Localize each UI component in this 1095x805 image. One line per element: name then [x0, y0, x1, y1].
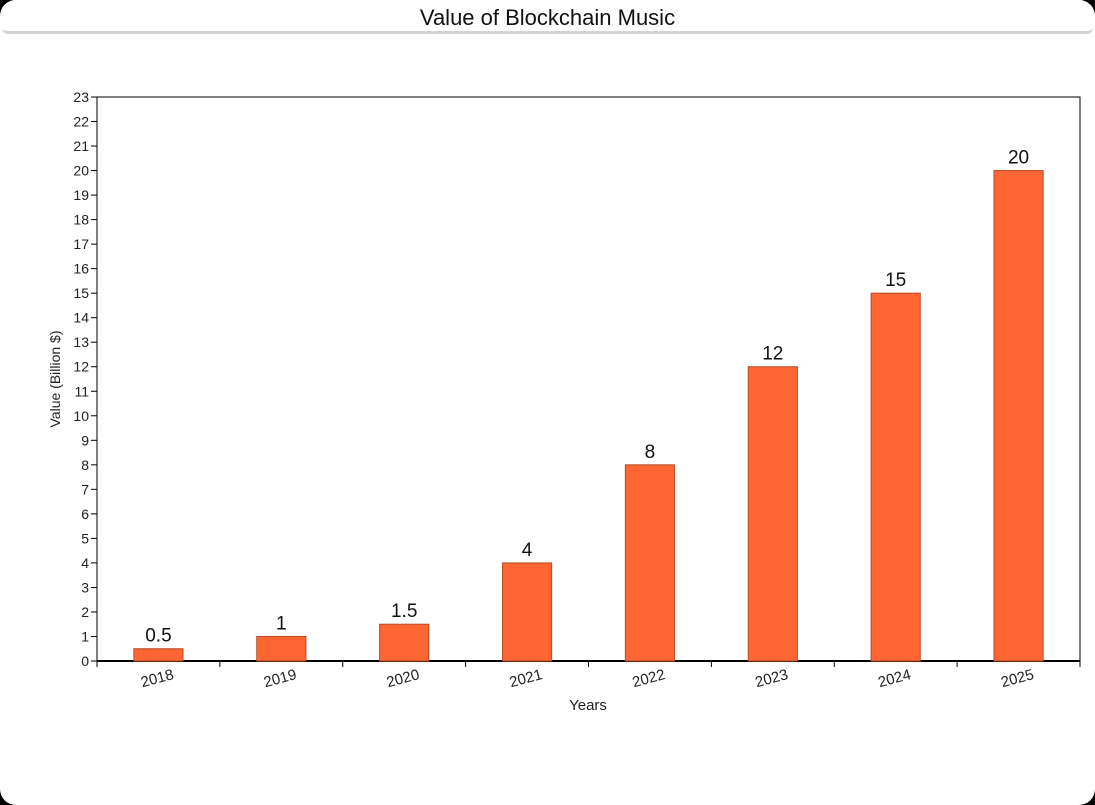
- y-tick-label: 17: [73, 236, 89, 252]
- y-tick-label: 13: [73, 334, 89, 350]
- title-bar: Value of Blockchain Music: [2, 0, 1093, 34]
- y-tick-label: 2: [81, 604, 89, 620]
- x-tick-label: 2022: [630, 666, 667, 691]
- y-tick-label: 23: [73, 89, 89, 105]
- data-labels: 0.5 1 1.5 4 8 12 15 20: [145, 148, 1029, 647]
- y-tick-label: 4: [81, 555, 89, 571]
- bar: [870, 292, 921, 662]
- y-axis-label: Value (Billion $): [47, 330, 63, 427]
- x-tick-label: 2020: [385, 666, 422, 691]
- x-tick-label: 2019: [262, 666, 299, 691]
- bar: [747, 366, 798, 662]
- x-tick-label: 2021: [508, 666, 545, 691]
- bars: [133, 170, 1044, 662]
- plot-area: [96, 96, 1081, 662]
- x-tick-label: 2025: [999, 666, 1036, 691]
- y-tick-label: 22: [73, 114, 89, 130]
- data-label: 15: [885, 270, 906, 291]
- bar: [133, 648, 184, 662]
- y-tick-label: 18: [73, 212, 89, 228]
- y-tick-label: 0: [81, 653, 89, 669]
- data-label: 1: [276, 613, 287, 634]
- bar: [501, 562, 553, 662]
- bar: [624, 464, 676, 662]
- data-label: 1.5: [391, 601, 417, 622]
- bar: [379, 623, 430, 662]
- y-tick-label: 19: [73, 187, 89, 203]
- data-label: 4: [522, 540, 533, 561]
- y-tick-label: 5: [81, 530, 89, 546]
- y-tick-label: 16: [73, 261, 89, 277]
- x-tick-label: 2023: [753, 666, 790, 691]
- y-tick-label: 8: [81, 457, 89, 473]
- x-tick-label: 2024: [876, 666, 913, 691]
- x-axis-label: Years: [569, 697, 607, 714]
- bar: [256, 635, 307, 662]
- y-tick-label: 3: [81, 579, 89, 595]
- data-label: 8: [645, 442, 656, 463]
- data-label: 12: [762, 344, 783, 365]
- y-tick-label: 1: [81, 628, 89, 644]
- y-tick-label: 11: [74, 383, 89, 399]
- y-tick-label: 10: [73, 408, 89, 424]
- y-tick-label: 7: [81, 481, 89, 497]
- data-label: 0.5: [145, 626, 171, 647]
- y-tick-label: 6: [81, 506, 89, 522]
- y-tick-label: 21: [73, 138, 89, 154]
- x-tick-label: 2018: [139, 666, 176, 691]
- y-tick-label: 9: [81, 432, 89, 448]
- bar: [993, 170, 1044, 662]
- chart-title: Value of Blockchain Music: [419, 5, 676, 30]
- y-tick-label: 15: [73, 285, 89, 301]
- y-tick-label: 12: [73, 359, 89, 375]
- y-tick-label: 14: [73, 310, 89, 326]
- y-tick-label: 20: [73, 163, 89, 179]
- data-label: 20: [1008, 148, 1029, 169]
- x-axis-ticks: 2018 2019 2020 2021 2022 2023 2024 2025: [96, 660, 1081, 691]
